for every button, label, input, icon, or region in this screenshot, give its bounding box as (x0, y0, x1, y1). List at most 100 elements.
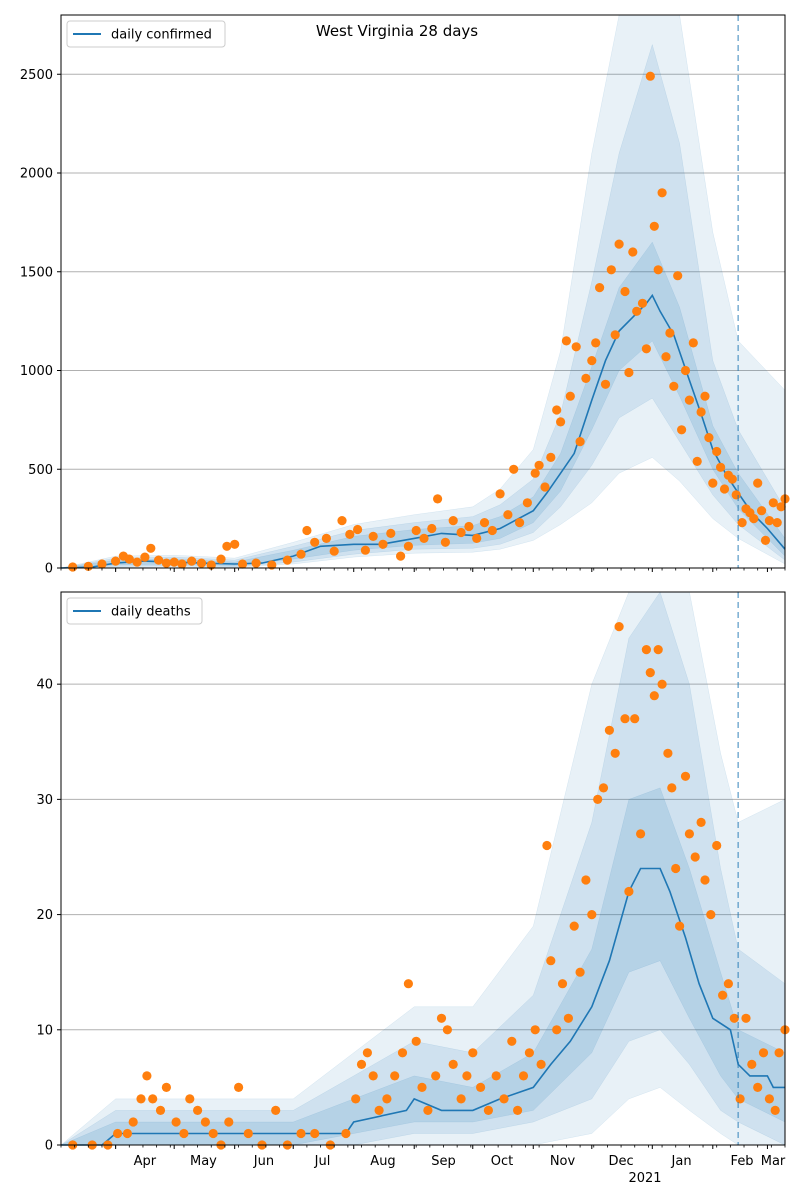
confirmed-observed-point (161, 558, 171, 568)
deaths-x-tick-label: Jan (671, 1154, 692, 1169)
deaths-observed-point (113, 1128, 123, 1139)
deaths-observed-point (546, 956, 556, 966)
confirmed-observed-point (591, 338, 601, 348)
deaths-plot-frame (60, 591, 786, 1146)
confirmed-observed-point (673, 271, 683, 281)
deaths-observed-point (774, 1048, 784, 1058)
deaths-observed-point (620, 714, 630, 724)
deaths-x-tick-label: Dec (608, 1154, 633, 1169)
confirmed-observed-point (645, 71, 655, 81)
confirmed-observed-point (708, 478, 718, 488)
deaths-observed-point (171, 1117, 181, 1127)
confirmed-observed-point (124, 554, 134, 564)
deaths-y-tick-label: 30 (36, 793, 53, 808)
confirmed-observed-point (321, 533, 331, 544)
deaths-observed-point (148, 1094, 158, 1104)
confirmed-observed-point (680, 365, 691, 376)
deaths-observed-point (569, 921, 579, 931)
confirmed-y-tick-label: 2500 (20, 68, 53, 83)
deaths-x-tick-label: Sep (431, 1154, 456, 1169)
deaths-x-tick-label: Jun (253, 1154, 274, 1169)
confirmed-observed-point (111, 556, 121, 566)
confirmed-observed-point (337, 516, 347, 526)
deaths-observed-point (382, 1094, 392, 1104)
deaths-observed-point (552, 1025, 562, 1035)
confirmed-uncertainty-bands (60, 14, 786, 569)
confirmed-observed-point (632, 306, 642, 316)
deaths-observed-point (575, 967, 585, 977)
confirmed-x-axis (60, 568, 786, 572)
confirmed-observed-point (282, 555, 292, 565)
deaths-observed-point (442, 1025, 452, 1035)
confirmed-observed-point (206, 560, 216, 570)
confirmed-observed-point (600, 379, 611, 389)
deaths-observed-point (368, 1071, 378, 1081)
confirmed-observed-point (719, 484, 730, 494)
deaths-observed-point (243, 1128, 253, 1139)
deaths-observed-point (675, 921, 685, 931)
deaths-y-tick-label: 40 (36, 678, 53, 693)
confirmed-observed-point (353, 524, 363, 535)
confirmed-observed-point (760, 535, 771, 546)
confirmed-y-axis: 0 500 1000 1500 2000 2500 (20, 68, 61, 577)
confirmed-observed-point (669, 381, 679, 391)
deaths-observed-point (161, 1082, 171, 1092)
confirmed-model-line (60, 293, 786, 569)
confirmed-observed-point (267, 560, 277, 570)
deaths-observed-point (179, 1128, 189, 1139)
deaths-observed-point (462, 1071, 472, 1081)
confirmed-observed-point (757, 506, 767, 516)
confirmed-y-tick-label: 1000 (20, 364, 53, 379)
confirmed-observed-point (479, 518, 490, 528)
deaths-observed-point (729, 1013, 739, 1023)
confirmed-observed-point (704, 433, 714, 443)
confirmed-observed-point (657, 188, 667, 198)
deaths-observed-point (208, 1128, 218, 1139)
deaths-y-tick-label: 10 (36, 1023, 53, 1038)
confirmed-observed-point (154, 555, 164, 565)
deaths-observed-point (636, 829, 646, 839)
deaths-observed-point (417, 1082, 427, 1092)
deaths-observed-point (536, 1059, 546, 1069)
year-label: 2021 (628, 1171, 661, 1186)
deaths-observed-point (296, 1128, 306, 1139)
deaths-observed-points (68, 622, 790, 1150)
confirmed-observed-point (368, 531, 378, 542)
confirmed-y-tick-label: 500 (28, 463, 53, 478)
deaths-observed-point (581, 875, 591, 885)
confirmed-observed-point (700, 391, 710, 401)
confirmed-observed-points (68, 71, 790, 572)
deaths-observed-point (542, 840, 552, 851)
confirmed-observed-point (534, 460, 544, 470)
deaths-observed-point (630, 714, 640, 724)
confirmed-observed-point (649, 221, 659, 231)
deaths-observed-point (593, 794, 603, 805)
deaths-observed-point (234, 1082, 244, 1092)
confirmed-observed-point (386, 528, 396, 539)
deaths-x-tick-label: Aug (370, 1154, 395, 1169)
confirmed-observed-point (688, 338, 698, 348)
deaths-observed-point (513, 1105, 523, 1115)
deaths-observed-point (310, 1128, 320, 1139)
deaths-observed-point (351, 1094, 361, 1104)
deaths-observed-point (700, 875, 710, 885)
confirmed-observed-point (587, 356, 597, 366)
deaths-observed-point (224, 1117, 234, 1127)
confirmed-observed-point (768, 498, 778, 508)
deaths-observed-point (680, 771, 691, 781)
deaths-x-tick-label: Mar (761, 1154, 786, 1169)
figure-title: West Virginia 28 days (316, 22, 478, 40)
deaths-observed-point (341, 1128, 351, 1139)
deaths-observed-point (530, 1025, 540, 1035)
confirmed-observed-point (140, 552, 150, 562)
confirmed-observed-point (530, 468, 540, 478)
deaths-observed-point (641, 645, 652, 655)
deaths-x-tick-label: Apr (134, 1154, 157, 1169)
deaths-observed-point (604, 725, 615, 735)
confirmed-observed-point (83, 561, 93, 572)
confirmed-observed-point (677, 425, 687, 435)
confirmed-observed-point (552, 405, 562, 415)
confirmed-observed-point (515, 518, 525, 528)
confirmed-observed-point (187, 556, 197, 566)
deaths-observed-point (764, 1094, 775, 1104)
